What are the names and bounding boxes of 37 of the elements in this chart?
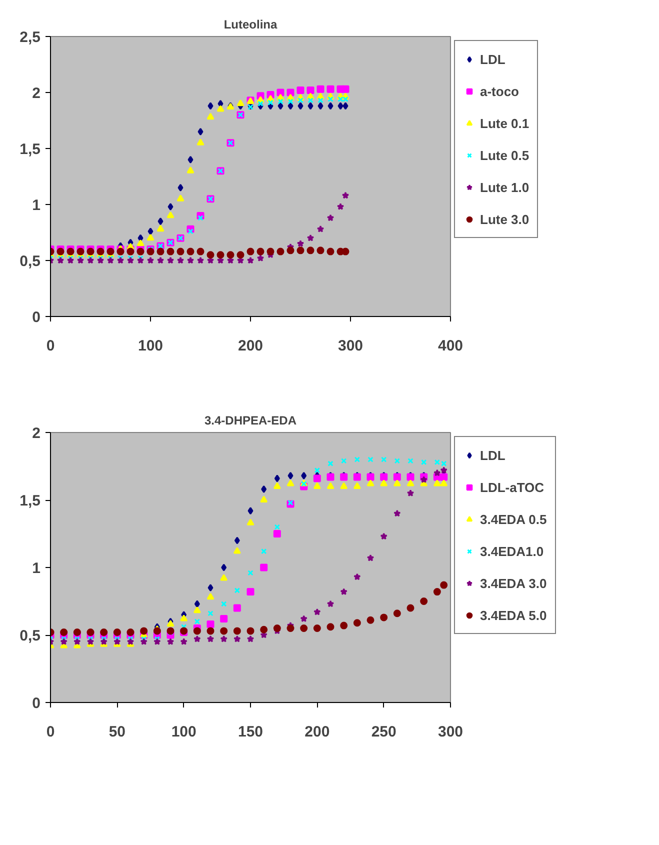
x-tick-label: 0 <box>46 724 55 740</box>
x-tick-label: 300 <box>438 724 464 740</box>
legend-label: Lute 3.0 <box>480 212 530 226</box>
y-tick-label: 1,5 <box>20 492 41 510</box>
x-tick-label: 100 <box>138 338 164 354</box>
y-tick-label: 2,5 <box>20 29 41 46</box>
y-tick-label: 0,5 <box>20 253 41 270</box>
legend-label: Lute 0.1 <box>480 116 530 130</box>
y-tick-label: 0 <box>32 695 40 712</box>
x-tick-label: 0 <box>46 338 55 354</box>
x-tick-label: 200 <box>238 338 264 354</box>
legend-label: 3.4EDA 0.5 <box>480 512 547 526</box>
y-tick-label: 2 <box>32 425 40 442</box>
x-tick-label: 300 <box>338 338 364 354</box>
legend-label: LDL-aTOC <box>480 480 544 494</box>
y-tick-label: 0 <box>32 309 40 326</box>
x-tick-label: 150 <box>238 724 264 740</box>
legend-label: LDL <box>480 448 506 462</box>
x-tick-label: 250 <box>371 724 396 740</box>
y-tick-label: 1 <box>32 197 40 214</box>
legend-label: 3.4EDA 3.0 <box>480 576 547 590</box>
x-tick-label: 200 <box>304 724 330 740</box>
legend-label: Lute 0.5 <box>480 148 530 162</box>
y-tick-label: 1 <box>32 560 40 577</box>
x-tick-label: 50 <box>108 724 126 740</box>
x-tick-label: 400 <box>438 338 464 354</box>
y-tick-label: 2 <box>32 85 40 102</box>
legend-label: Lute 1.0 <box>480 180 530 194</box>
x-tick-label: 100 <box>171 724 196 740</box>
chart-title: 3.4-DHPEA-EDA <box>204 414 297 428</box>
y-tick-label: 0,5 <box>20 628 41 644</box>
legend-label: LDL <box>480 52 506 66</box>
legend-label: 3.4EDA 5.0 <box>480 608 547 622</box>
legend-label: 3.4EDA1.0 <box>480 544 544 558</box>
chart-title: Luteolina <box>224 18 278 32</box>
legend-label: a-toco <box>480 84 519 98</box>
y-tick-label: 1,5 <box>20 141 41 158</box>
